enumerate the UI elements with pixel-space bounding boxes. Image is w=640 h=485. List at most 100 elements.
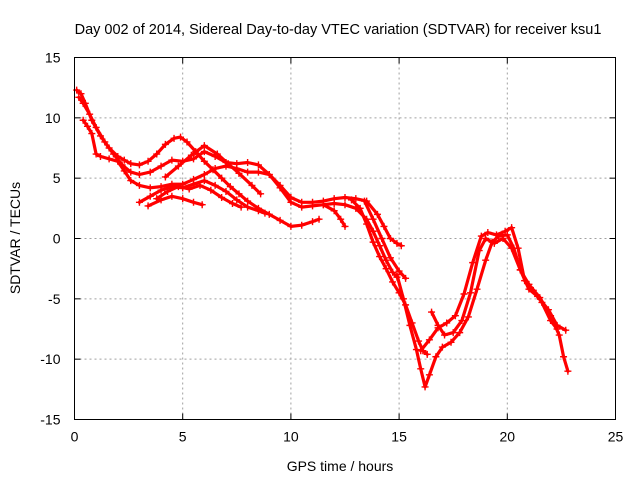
data-point xyxy=(127,168,135,176)
data-point xyxy=(473,285,481,293)
data-point xyxy=(248,181,256,189)
data-point xyxy=(417,365,425,373)
data-point xyxy=(490,239,498,247)
data-point xyxy=(428,308,436,316)
data-point xyxy=(382,256,390,264)
data-point xyxy=(200,142,208,150)
data-point xyxy=(101,138,109,146)
y-tick-labels: -15 -10 -5 0 5 10 15 xyxy=(40,50,60,428)
data-point xyxy=(200,148,208,156)
data-point xyxy=(207,186,215,194)
data-point xyxy=(464,313,472,321)
data-point xyxy=(120,167,128,175)
data-point xyxy=(380,222,388,230)
x-tick-label: 5 xyxy=(179,429,187,445)
data-point xyxy=(443,319,451,327)
data-point xyxy=(298,203,306,211)
data-point xyxy=(261,209,269,217)
data-point xyxy=(425,336,433,344)
series-track-10 xyxy=(360,197,410,282)
data-point xyxy=(96,152,104,160)
series-track-13 xyxy=(428,235,570,339)
data-point xyxy=(127,177,135,185)
data-point xyxy=(412,346,420,354)
data-point xyxy=(432,353,440,361)
data-point xyxy=(179,195,187,203)
data-point xyxy=(341,201,349,209)
data-point xyxy=(135,198,143,206)
series-line xyxy=(362,199,408,280)
data-point xyxy=(211,181,219,189)
data-point xyxy=(309,202,317,210)
data-point xyxy=(213,150,221,158)
data-point xyxy=(389,268,397,276)
data-point xyxy=(254,207,262,215)
series-track-6 xyxy=(153,181,245,211)
data-point xyxy=(482,256,490,264)
series-line xyxy=(75,88,321,228)
data-point xyxy=(120,156,128,164)
data-point xyxy=(544,306,552,314)
data-point xyxy=(330,207,338,215)
data-point xyxy=(146,192,154,200)
data-point xyxy=(153,195,161,203)
data-point xyxy=(177,133,185,141)
data-point xyxy=(475,247,483,255)
data-point xyxy=(356,204,364,212)
series-track-12 xyxy=(417,224,561,355)
data-point xyxy=(369,238,377,246)
data-point xyxy=(265,171,273,179)
data-point xyxy=(399,295,407,303)
x-tick-label: 0 xyxy=(71,429,79,445)
data-point xyxy=(562,326,570,334)
data-point xyxy=(146,168,154,176)
data-point xyxy=(484,228,492,236)
y-tick-label: 5 xyxy=(53,170,61,186)
data-point xyxy=(185,185,193,193)
y-axis-label: SDTVAR / TECUs xyxy=(7,182,23,294)
data-point xyxy=(218,193,226,201)
data-point xyxy=(469,259,477,267)
data-point xyxy=(397,242,405,250)
data-point xyxy=(560,353,568,361)
data-point xyxy=(135,171,143,179)
data-point xyxy=(161,173,169,181)
y-tick-label: -10 xyxy=(40,351,60,367)
data-point xyxy=(174,162,182,170)
series-line xyxy=(321,203,347,228)
data-point xyxy=(135,161,143,169)
data-point xyxy=(276,216,284,224)
data-point xyxy=(105,155,113,163)
grid xyxy=(74,57,616,420)
data-point xyxy=(315,215,323,223)
data-point xyxy=(347,196,355,204)
data-point xyxy=(157,186,165,194)
y-tick-label: -5 xyxy=(48,291,61,307)
data-point xyxy=(237,203,245,211)
data-point xyxy=(287,222,295,230)
data-point xyxy=(92,123,100,131)
data-point xyxy=(244,203,252,211)
data-point xyxy=(395,267,403,275)
data-point xyxy=(460,290,468,298)
data-point xyxy=(265,210,273,218)
series-line xyxy=(349,198,429,356)
data-point xyxy=(77,90,85,98)
data-point xyxy=(423,350,431,358)
data-point xyxy=(386,235,394,242)
data-point xyxy=(434,321,442,329)
data-point xyxy=(79,99,87,107)
data-point xyxy=(235,190,243,198)
data-point xyxy=(222,187,230,195)
data-point xyxy=(144,202,152,210)
data-point xyxy=(88,130,96,138)
data-point xyxy=(226,183,234,191)
chart-title: Day 002 of 2014, Sidereal Day-to-day VTE… xyxy=(75,22,602,38)
data-point xyxy=(363,220,371,228)
data-point xyxy=(352,195,360,203)
y-tick-label: -15 xyxy=(40,412,60,428)
data-point xyxy=(146,184,154,192)
data-point xyxy=(373,210,381,218)
data-point xyxy=(456,329,464,337)
